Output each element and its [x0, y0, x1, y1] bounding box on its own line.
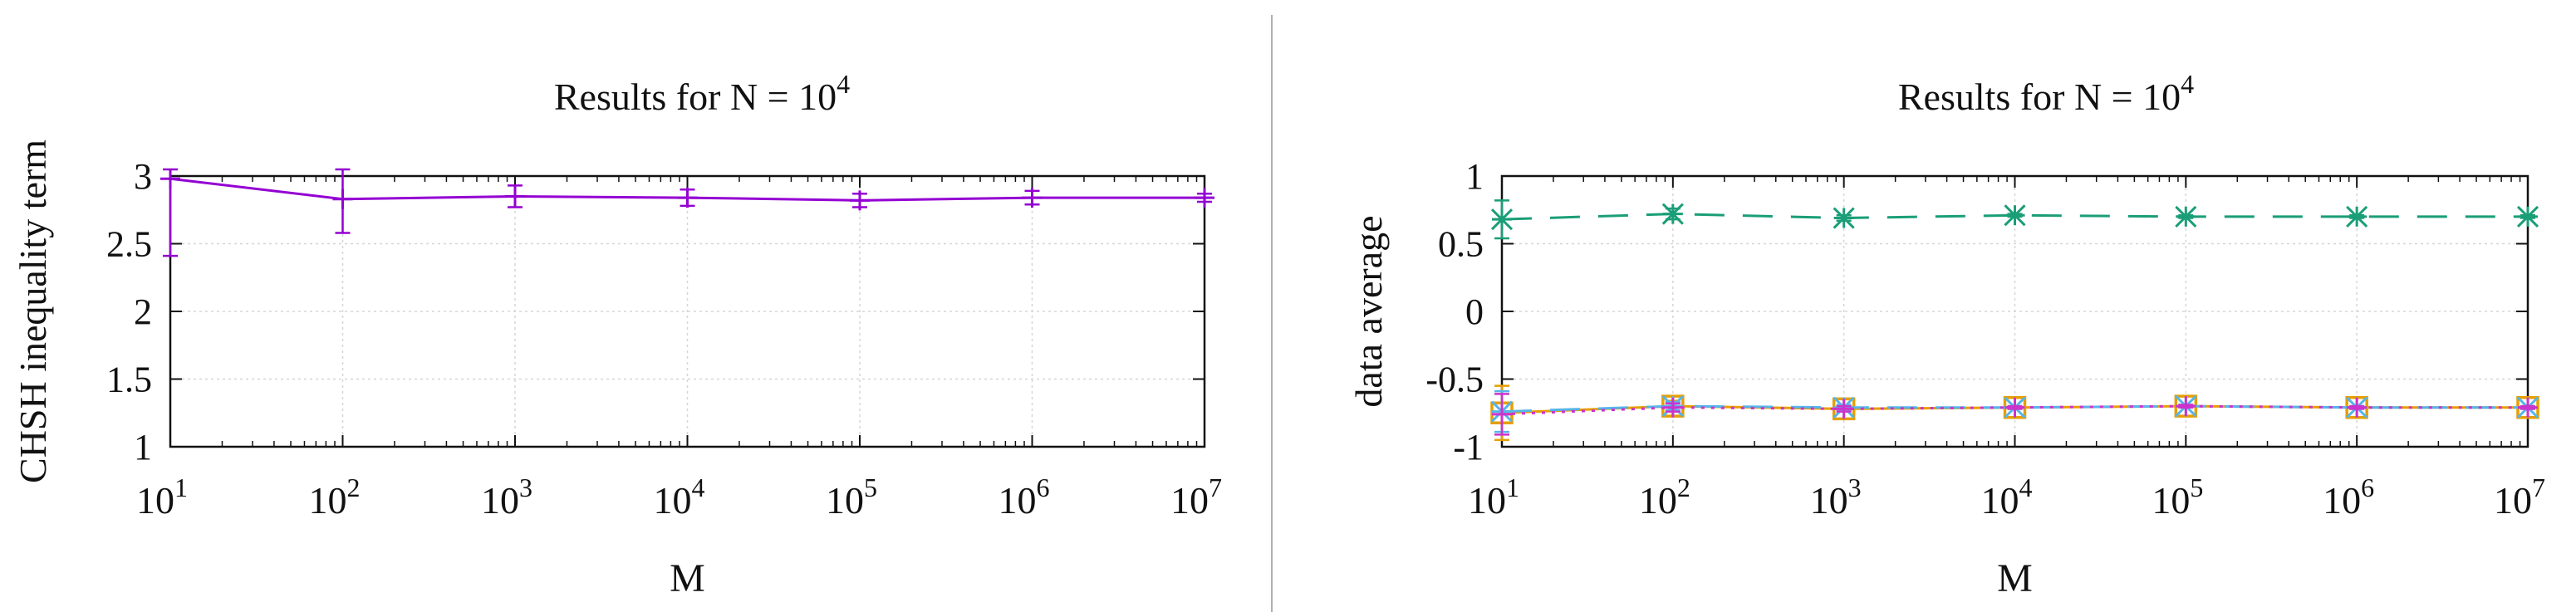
x-tick-exponent: 6	[1037, 472, 1050, 502]
data-point	[2518, 397, 2538, 418]
x-tick-base: 10	[2494, 479, 2532, 521]
x-tick-label: 107	[1170, 472, 1222, 521]
y-tick-label: 3	[134, 156, 152, 197]
data-point	[677, 188, 698, 208]
x-tick-exponent: 6	[2361, 472, 2374, 502]
chart-title-exponent: 4	[2181, 69, 2194, 99]
x-tick-base: 10	[1170, 479, 1209, 521]
y-tick-label: 1.5	[106, 360, 152, 400]
x-tick-base: 10	[136, 479, 174, 521]
x-tick-exponent: 2	[1677, 472, 1690, 502]
x-tick-base: 10	[1468, 479, 1506, 521]
x-tick-base: 10	[309, 479, 347, 521]
x-tick-base: 10	[2152, 479, 2190, 521]
data-point	[1490, 208, 1514, 231]
data-point	[160, 169, 180, 189]
x-tick-label: 101	[136, 472, 188, 521]
data-point	[1492, 404, 1512, 424]
x-axis-label: M	[1997, 556, 2033, 600]
data-point	[1661, 203, 1684, 225]
series-3	[1492, 393, 2538, 436]
chart-title-exponent: 4	[837, 69, 850, 99]
y-axis-label: CHSH inequality term	[12, 140, 54, 483]
y-tick-label: 2.5	[106, 224, 152, 265]
x-axis-label: M	[670, 556, 705, 600]
data-point	[505, 186, 525, 207]
y-tick-label: -0.5	[1425, 360, 1484, 400]
x-tick-label: 105	[826, 472, 877, 521]
x-tick-label: 104	[654, 472, 705, 521]
chart-title: Results for N = 104	[1898, 69, 2194, 118]
x-tick-base: 10	[1810, 479, 1848, 521]
data-point	[1662, 397, 1683, 418]
y-tick-label: 1	[1465, 156, 1484, 197]
chart-title: Results for N = 104	[554, 69, 850, 118]
data-point	[2175, 205, 2197, 228]
data-point	[2176, 396, 2196, 417]
x-tick-exponent: 3	[1848, 472, 1862, 502]
x-tick-label: 103	[1810, 472, 1862, 521]
y-tick-label: 1	[134, 427, 152, 468]
x-tick-label: 107	[2494, 472, 2545, 521]
x-tick-base: 10	[826, 479, 864, 521]
x-tick-exponent: 7	[1209, 472, 1222, 502]
series-0	[160, 168, 1214, 257]
x-tick-exponent: 1	[174, 472, 188, 502]
y-tick-label: 0.5	[1438, 224, 1484, 265]
data-point	[2346, 205, 2368, 228]
y-axis-label: data average	[1347, 215, 1390, 407]
x-tick-exponent: 1	[1506, 472, 1519, 502]
x-tick-exponent: 5	[2190, 472, 2203, 502]
data-point	[850, 190, 870, 211]
chart-title-text: Results for N = 10	[554, 76, 837, 118]
chart-title-text: Results for N = 10	[1898, 76, 2181, 118]
x-tick-label: 101	[1468, 472, 1519, 521]
x-tick-base: 10	[2323, 479, 2361, 521]
x-tick-label: 106	[2323, 472, 2374, 521]
data-point	[2347, 397, 2367, 418]
data-point	[2004, 397, 2025, 418]
x-tick-exponent: 4	[2019, 472, 2033, 502]
data-point	[332, 188, 353, 209]
data-point	[2004, 204, 2026, 227]
x-tick-label: 105	[2152, 472, 2203, 521]
x-tick-exponent: 7	[2532, 472, 2545, 502]
x-tick-base: 10	[1981, 479, 2019, 521]
x-tick-label: 106	[999, 472, 1050, 521]
x-tick-base: 10	[654, 479, 692, 521]
x-tick-base: 10	[999, 479, 1037, 521]
x-tick-label: 102	[1639, 472, 1690, 521]
data-point	[1195, 188, 1214, 208]
series-0	[1490, 199, 2539, 240]
data-point	[1833, 207, 1855, 229]
x-tick-label: 103	[481, 472, 532, 521]
data-point	[1833, 399, 1854, 419]
x-tick-exponent: 2	[347, 472, 361, 502]
data-point	[1022, 188, 1043, 208]
y-tick-label: -1	[1453, 427, 1484, 468]
x-tick-exponent: 5	[864, 472, 877, 502]
x-tick-exponent: 4	[692, 472, 705, 502]
x-tick-base: 10	[481, 479, 519, 521]
data-point	[2516, 205, 2539, 228]
x-tick-label: 102	[309, 472, 361, 521]
x-tick-base: 10	[1639, 479, 1677, 521]
y-tick-label: 0	[1465, 291, 1484, 332]
x-tick-label: 104	[1981, 472, 2033, 521]
x-tick-exponent: 3	[519, 472, 532, 502]
y-tick-label: 2	[134, 291, 152, 332]
chart-right: 101 102 103 104 105 106 107-1-0.500.51Results …	[1347, 69, 2545, 600]
